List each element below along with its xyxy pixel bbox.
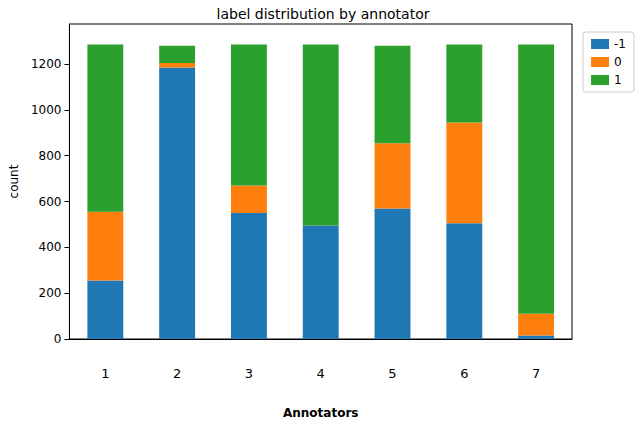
svg-text:6: 6: [460, 366, 468, 381]
svg-text:4: 4: [317, 366, 325, 381]
svg-text:Annotators: Annotators: [283, 406, 359, 420]
svg-text:2: 2: [173, 366, 181, 381]
svg-text:400: 400: [39, 240, 62, 254]
svg-text:1: 1: [614, 73, 622, 87]
svg-text:label distribution by annotato: label distribution by annotator: [217, 6, 430, 22]
svg-text:1: 1: [101, 366, 109, 381]
svg-text:0: 0: [614, 55, 622, 69]
svg-text:5: 5: [388, 366, 396, 381]
svg-text:600: 600: [39, 195, 62, 209]
svg-text:-1: -1: [614, 37, 626, 51]
svg-text:200: 200: [39, 286, 62, 300]
svg-text:800: 800: [39, 149, 62, 163]
svg-text:7: 7: [532, 366, 540, 381]
svg-text:3: 3: [245, 366, 253, 381]
svg-text:1000: 1000: [31, 103, 62, 117]
svg-text:1200: 1200: [31, 57, 62, 71]
svg-text:0: 0: [54, 332, 62, 346]
svg-text:count: count: [7, 164, 21, 198]
